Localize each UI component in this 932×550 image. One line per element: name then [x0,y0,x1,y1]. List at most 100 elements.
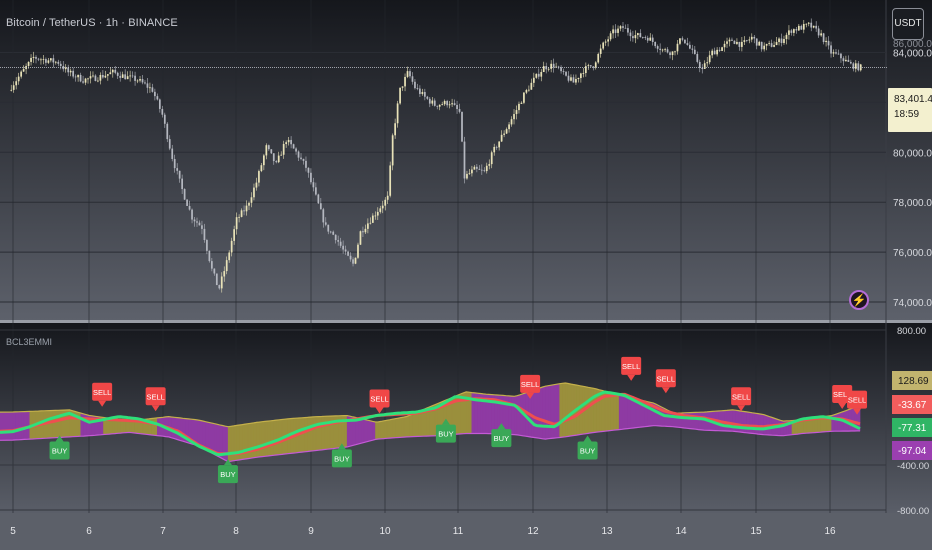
band-segment [276,419,280,456]
sell-signal: SELL [731,387,752,412]
candle [376,207,379,221]
buy-signal: BUY [435,418,456,443]
candle [837,49,840,55]
candle [624,24,627,29]
sell-signal-label: SELL [622,362,640,371]
candle [409,68,411,79]
candle [203,223,206,243]
sell-signal: SELL [92,382,113,407]
candle [743,36,746,45]
candle [666,47,669,54]
symbol-title[interactable]: Bitcoin / TetherUS · 1h · BINANCE [6,17,178,29]
band-segment [851,407,855,432]
candle [857,61,860,72]
sell-signal-label: SELL [732,392,750,401]
candle [334,234,337,244]
candle [87,77,89,84]
candle [411,72,414,85]
candle [773,41,775,48]
candle [713,47,716,55]
candle [250,192,253,208]
candle [822,32,825,45]
candle [632,30,634,42]
candle [255,177,258,191]
candle [238,214,240,223]
candle [741,37,743,52]
lightning-icon[interactable]: ⚡ [849,290,869,310]
sell-signal-label: SELL [521,380,539,389]
band-segment [270,420,274,456]
pane-separator[interactable] [0,320,932,323]
candle [178,170,181,183]
candle [253,183,255,201]
candle [651,34,654,46]
candle [154,88,156,101]
candle [292,143,295,149]
band-segment [253,422,257,459]
candle [840,52,842,63]
candle [693,45,696,55]
candle [641,36,644,39]
candle [508,122,510,133]
band-segment [230,425,235,462]
candle [493,143,496,156]
candle [233,225,236,245]
candle [295,147,297,155]
candle [674,50,676,56]
band-segment [378,421,382,440]
candle [235,212,238,235]
candle [258,169,260,187]
band-segment [553,383,558,439]
candle [181,174,184,194]
candle [542,61,545,73]
band-segment [315,416,320,451]
candle [136,79,139,84]
indicator-title[interactable]: BCL3EMMI [6,337,53,347]
candle [42,55,45,65]
currency-button[interactable]: USDT [892,8,924,40]
buy-signal: BUY [491,423,512,448]
band-segment [610,392,614,431]
band-segment [372,420,376,441]
candle [354,257,357,265]
candle [414,79,416,90]
candle [131,71,134,79]
candle [92,71,94,78]
candle [206,238,208,255]
band-segment [627,396,631,429]
lower-band-edge [0,425,860,463]
candle [691,44,694,54]
osc-value-badge: -77.31 [892,418,932,437]
candle [84,77,87,86]
candle [681,36,684,42]
candle [671,51,674,61]
candle [797,23,800,32]
buy-signal-label: BUY [220,470,235,479]
candle [565,71,567,77]
osc-tick-label: -800.00 [897,506,929,517]
candle [367,218,369,234]
sell-signal: SELL [847,390,868,415]
buy-signal: BUY [217,459,238,484]
band-segment [151,417,155,436]
candle [845,55,847,62]
candle [102,70,104,79]
candle [736,38,738,46]
candle [201,220,203,235]
candle [188,200,191,211]
candle [352,257,354,267]
price-tick-label: 78,000.00 [893,198,932,209]
candle [446,99,449,108]
candle [458,103,461,114]
candle [225,256,228,275]
candle [240,208,243,218]
band-segment [380,420,385,440]
time-tick-label: 14 [675,526,687,537]
candle [218,284,221,290]
band-segment [618,394,623,430]
candle [802,19,805,34]
candle [32,51,35,63]
candle [282,140,285,159]
